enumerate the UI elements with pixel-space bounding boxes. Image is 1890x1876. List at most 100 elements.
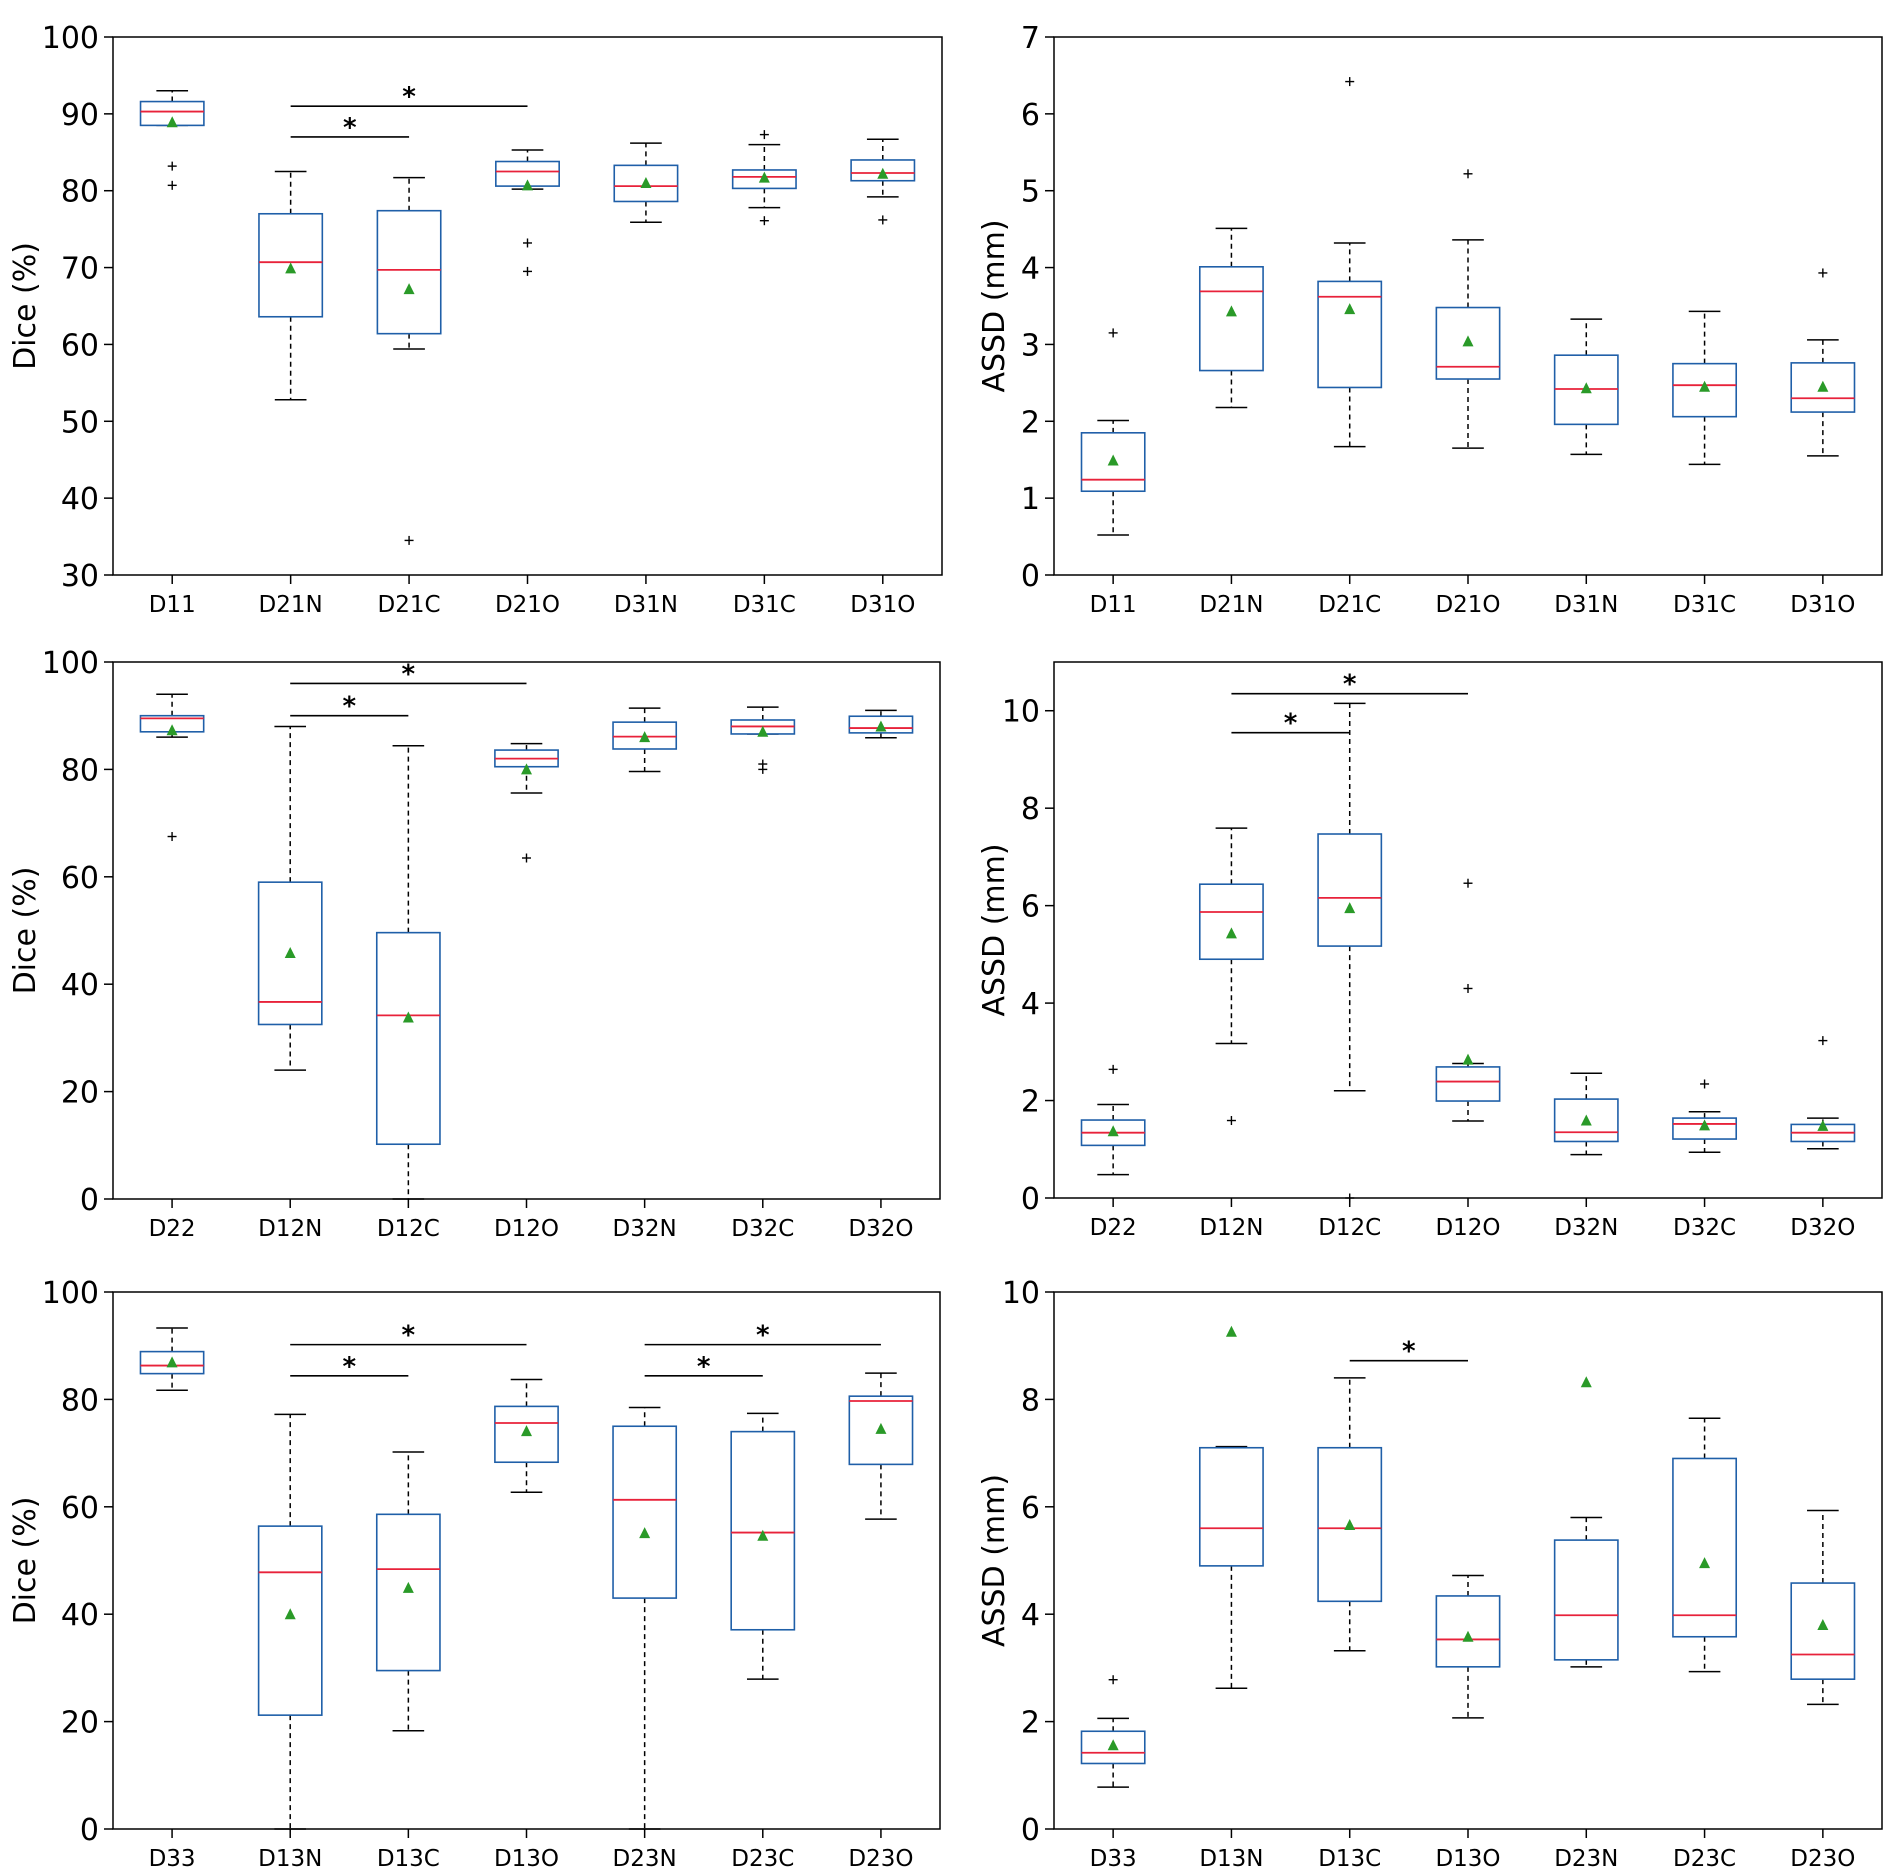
x-tick-label: D22	[1090, 1215, 1137, 1241]
y-tick-label: 2	[1021, 1706, 1040, 1741]
significance-star: *	[343, 113, 357, 143]
significance-star: *	[402, 1321, 416, 1351]
flier-marker	[522, 853, 531, 863]
mean-marker	[285, 262, 297, 274]
x-tick-label: D21N	[259, 592, 323, 618]
mean-marker	[1580, 1376, 1592, 1388]
significance-star: *	[1343, 670, 1357, 700]
significance-star: *	[756, 1321, 770, 1351]
box-D21N	[1198, 227, 1264, 409]
mean-marker	[1225, 305, 1237, 317]
box-iqr	[1198, 883, 1264, 961]
box-D32C	[1672, 1079, 1738, 1153]
x-tick-label: D13O	[494, 1846, 559, 1872]
flier-marker	[1226, 1116, 1236, 1126]
box-D31N	[1553, 318, 1619, 456]
flier-marker	[1463, 169, 1473, 179]
box-D33	[139, 1327, 205, 1392]
y-tick-label: 0	[1021, 1813, 1040, 1848]
y-tick-label: 60	[61, 1491, 99, 1526]
mean-marker	[1699, 1557, 1711, 1569]
box-iqr	[612, 1425, 678, 1599]
x-tick-label: D31N	[1554, 592, 1618, 618]
box-D21O	[495, 149, 560, 276]
y-tick-label: 7	[1021, 21, 1040, 56]
box-D21O	[1435, 169, 1501, 449]
y-tick-label: 1	[1021, 482, 1040, 517]
y-tick-label: 80	[61, 1383, 99, 1418]
x-tick-label: D23N	[613, 1846, 677, 1872]
y-tick-label: 4	[1021, 1598, 1040, 1633]
y-tick-label: 4	[1021, 252, 1040, 287]
box-D13N	[257, 1413, 323, 1830]
y-tick-label: 0	[1021, 1182, 1040, 1217]
y-tick-label: 30	[61, 559, 99, 594]
x-tick-label: D31O	[850, 592, 915, 618]
x-tick-label: D31N	[614, 592, 678, 618]
x-tick-label: D32C	[731, 1216, 794, 1242]
x-tick-label: D31C	[733, 592, 796, 618]
y-tick-label: 40	[61, 482, 99, 517]
flier-marker	[404, 535, 414, 545]
x-tick-label: D33	[1090, 1846, 1137, 1872]
significance-star: *	[1284, 709, 1298, 739]
box-iqr	[1435, 1066, 1501, 1102]
x-tick-label: D12N	[258, 1216, 322, 1242]
x-tick-label: D32N	[613, 1216, 677, 1242]
mean-marker	[1462, 335, 1474, 347]
y-tick-label: 10	[1002, 1276, 1040, 1311]
mean-marker	[402, 1011, 414, 1023]
flier-marker	[1700, 1079, 1710, 1089]
box-iqr	[1790, 1582, 1856, 1680]
mean-marker	[1107, 454, 1119, 466]
flier-marker	[1108, 1064, 1118, 1074]
box-D32C	[730, 706, 796, 774]
y-tick-label: 6	[1021, 890, 1040, 925]
mean-marker	[402, 1581, 414, 1593]
x-tick-label: D11	[149, 592, 196, 618]
x-tick-label: D21N	[1199, 592, 1263, 618]
x-tick-label: D23C	[731, 1846, 794, 1872]
x-tick-label: D32O	[848, 1216, 913, 1242]
y-tick-label: 60	[61, 328, 99, 363]
significance-star: *	[342, 692, 356, 722]
x-tick-label: D32C	[1673, 1215, 1736, 1241]
y-tick-label: 8	[1021, 792, 1040, 827]
box-iqr	[1198, 266, 1264, 372]
x-tick-label: D13C	[1318, 1846, 1381, 1872]
box-D12O	[1435, 878, 1501, 1122]
x-tick-label: D23C	[1673, 1846, 1736, 1872]
box-iqr	[1317, 280, 1383, 389]
chart-panel-dice-3: 0 20 40 60 80 100 D33 D13N D13C D13O D23N D23C D23O D…	[8, 1276, 941, 1872]
mean-marker	[1107, 1125, 1119, 1137]
mean-marker	[166, 1356, 178, 1368]
mean-marker	[758, 171, 770, 183]
x-tick-label: D32N	[1554, 1215, 1618, 1241]
box-iqr	[375, 931, 441, 1146]
x-tick-label: D23N	[1554, 1846, 1618, 1872]
y-axis-label: ASSD (mm)	[977, 219, 1012, 392]
y-tick-label: 20	[61, 1076, 99, 1111]
box-D23N	[1553, 1376, 1619, 1668]
chart-panel-assd-2: 0 2 4 6 8 10 D22 D12N D12C D12O D32N D32C D32O ASSD (…	[977, 661, 1883, 1241]
flier-marker	[1463, 878, 1473, 888]
y-tick-label: 50	[61, 405, 99, 440]
flier-marker	[167, 180, 177, 190]
box-D13O	[1435, 1574, 1501, 1719]
flier-marker	[759, 130, 769, 140]
x-tick-label: D21C	[378, 592, 441, 618]
mean-marker	[1817, 380, 1829, 392]
box-iqr	[1672, 1457, 1738, 1638]
box-iqr	[1198, 1446, 1264, 1567]
x-tick-label: D22	[149, 1216, 196, 1242]
mean-marker	[1344, 1519, 1356, 1531]
mean-marker	[640, 177, 652, 189]
box-D33	[1080, 1675, 1146, 1788]
mean-marker	[403, 283, 415, 295]
y-tick-label: 4	[1021, 987, 1040, 1022]
y-tick-label: 2	[1021, 1085, 1040, 1120]
y-tick-label: 90	[61, 98, 99, 133]
box-D13C	[1317, 1377, 1383, 1652]
box-D32N	[1553, 1072, 1619, 1156]
y-tick-label: 100	[42, 646, 99, 681]
